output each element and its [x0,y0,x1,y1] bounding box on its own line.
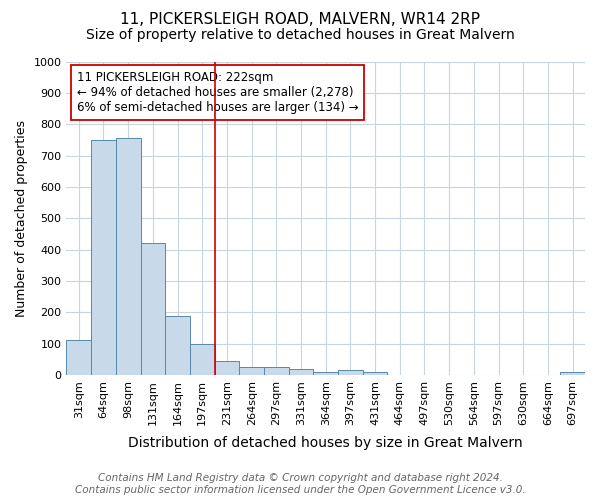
Bar [363,372,388,375]
X-axis label: Distribution of detached houses by size in Great Malvern: Distribution of detached houses by size … [128,436,523,450]
Text: 11 PICKERSLEIGH ROAD: 222sqm
← 94% of detached houses are smaller (2,278)
6% of : 11 PICKERSLEIGH ROAD: 222sqm ← 94% of de… [77,71,358,114]
Bar [67,340,91,375]
Bar [560,372,585,375]
Bar [289,370,313,375]
Bar [91,140,116,375]
Text: 11, PICKERSLEIGH ROAD, MALVERN, WR14 2RP: 11, PICKERSLEIGH ROAD, MALVERN, WR14 2RP [120,12,480,28]
Text: Size of property relative to detached houses in Great Malvern: Size of property relative to detached ho… [86,28,514,42]
Bar [215,361,239,375]
Y-axis label: Number of detached properties: Number of detached properties [15,120,28,316]
Bar [140,244,165,375]
Bar [313,372,338,375]
Bar [116,138,140,375]
Bar [338,370,363,375]
Bar [165,316,190,375]
Bar [264,367,289,375]
Bar [239,367,264,375]
Bar [190,344,215,375]
Text: Contains HM Land Registry data © Crown copyright and database right 2024.
Contai: Contains HM Land Registry data © Crown c… [74,474,526,495]
